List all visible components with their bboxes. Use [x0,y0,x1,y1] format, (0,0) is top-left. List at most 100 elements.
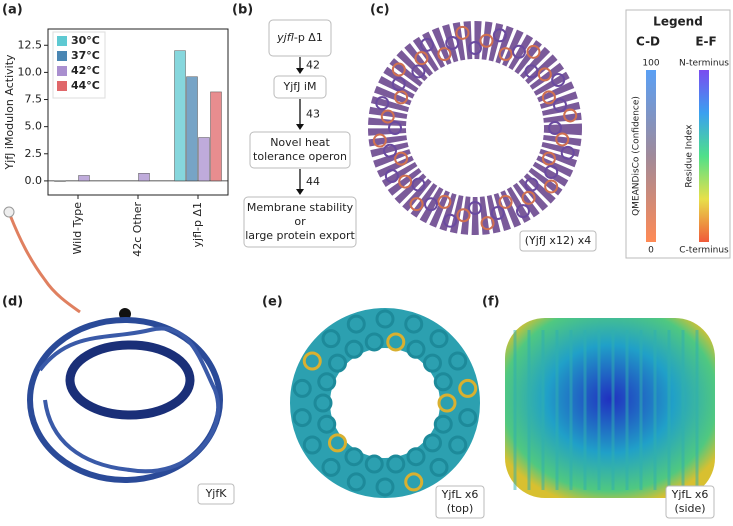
helix [388,121,402,135]
helix [490,206,505,221]
helix [302,435,322,455]
helix [375,309,395,329]
helix [468,201,482,215]
protein [65,340,195,420]
helix [429,457,449,477]
helix [364,454,384,474]
helix [317,414,337,434]
helix [544,165,559,179]
helix [492,28,507,43]
bar [138,173,150,182]
flow-node [243,196,357,248]
structures [3,21,715,498]
caption-box [665,485,715,519]
y-tick-label: 5.0 [25,120,43,133]
helix [344,339,364,359]
flow-label: or [294,215,306,228]
helix [404,472,424,492]
y-tick-label: 0.0 [25,174,43,187]
colorbar [699,70,709,242]
legend-tick: 100 [642,59,659,69]
helix [321,329,341,349]
helix [380,109,395,124]
legend-box: Legend C-D E-F 100 0 N-terminus C-termin… [625,9,731,259]
helix [479,33,494,48]
helix [406,339,426,359]
panel-label: (f) [482,295,500,310]
helix [382,143,397,158]
bar [198,137,210,182]
helix [498,47,513,62]
caption: (YjfJ x12) x4 [525,234,591,247]
helix [555,132,570,147]
flow-node [268,19,332,57]
helix [317,372,337,392]
caption: YjfL x6 [671,488,709,501]
helix [386,454,406,474]
flow-edge-label: 42 [306,59,320,72]
helix [480,216,495,231]
bar [186,76,198,182]
helix [455,25,470,40]
legend-label: 44°C [71,79,100,92]
helix [391,77,406,91]
helix [437,194,452,209]
legend-swatch [57,36,67,46]
caption-box [435,485,485,519]
helix [424,197,438,212]
caption: (side) [674,502,705,515]
caption: YjfK [205,487,228,500]
helix [391,62,406,77]
helix [394,90,409,105]
helix [548,121,562,135]
helix [560,145,575,160]
helix [411,177,426,192]
y-tick-label: 10.0 [18,65,43,78]
helix [302,351,322,371]
flow-label: Novel heat [270,136,330,149]
legend-axis: QMEANDisCo (Confidence) [632,96,642,216]
helix [433,372,453,392]
helix [516,204,530,219]
legend-frame [625,9,731,259]
helix [498,194,513,209]
panel-label: (c) [370,3,390,18]
colorbar [646,70,656,242]
helix [346,472,366,492]
helix [524,177,539,192]
flow-label: yjfl-p Δ1 [276,31,323,44]
helix [458,378,478,398]
helix [541,151,556,166]
helix [422,353,442,373]
helix [398,174,413,189]
helix [364,332,384,352]
helix [458,408,478,428]
protein [27,317,223,483]
caption: YjfL x6 [441,488,479,501]
helix [313,393,333,413]
flow-label: YjfJ iM [283,80,317,93]
flow-label: large protein export [245,229,355,242]
panel-label: (b) [232,3,253,18]
y-tick-label: 12.5 [18,38,43,51]
helix [411,64,426,79]
helix [541,90,556,105]
helix [437,393,457,413]
bar [54,180,66,182]
helix [414,51,429,66]
helix [537,67,552,82]
helix [328,433,348,453]
helix [372,133,387,148]
x-tick-label: 42c Other [131,202,144,257]
helix [456,208,471,223]
y-axis-label: YjfJ iModulon Activity [3,54,16,171]
helix [346,314,366,334]
y-tick-label: 7.5 [25,93,43,106]
flow-label-part: -p Δ1 [294,31,323,44]
flow-node [273,75,327,99]
legend-title: Legend [653,15,703,29]
helix [468,41,482,55]
helix [437,47,452,62]
helix [384,169,399,183]
arrow-head [296,68,304,74]
